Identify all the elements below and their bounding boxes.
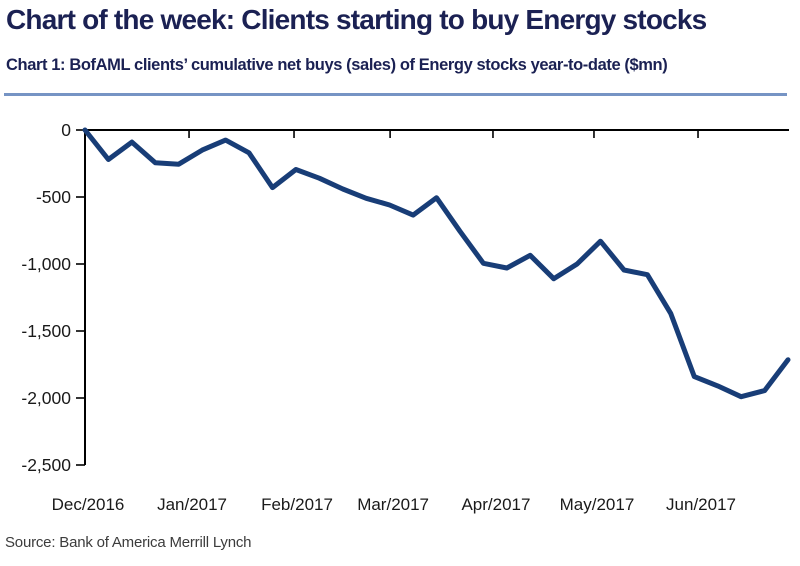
header-divider: [4, 93, 787, 96]
data-line-energy-net-buys: [82, 127, 791, 400]
y-tick-label: 0: [61, 120, 71, 140]
y-tick-label: -2,000: [21, 388, 71, 408]
x-tick-label: Apr/2017: [461, 495, 530, 514]
x-tick-label: May/2017: [560, 495, 635, 514]
y-tick-label: -500: [36, 187, 71, 207]
x-tick-label: Jan/2017: [157, 495, 227, 514]
y-tick-label: -1,000: [21, 254, 71, 274]
x-tick-label: Dec/2016: [52, 495, 125, 514]
page-title: Chart of the week: Clients starting to b…: [6, 4, 707, 35]
x-tick-label: Feb/2017: [261, 495, 333, 514]
y-tick-label: -2,500: [21, 455, 71, 475]
x-tick-label: Mar/2017: [357, 495, 429, 514]
y-tick-label: -1,500: [21, 321, 71, 341]
chart-title: Chart 1: BofAML clients’ cumulative net …: [6, 56, 668, 74]
x-tick-label: Jun/2017: [666, 495, 736, 514]
chart-axes: [84, 129, 789, 465]
source-note: Source: Bank of America Merrill Lynch: [5, 534, 252, 551]
